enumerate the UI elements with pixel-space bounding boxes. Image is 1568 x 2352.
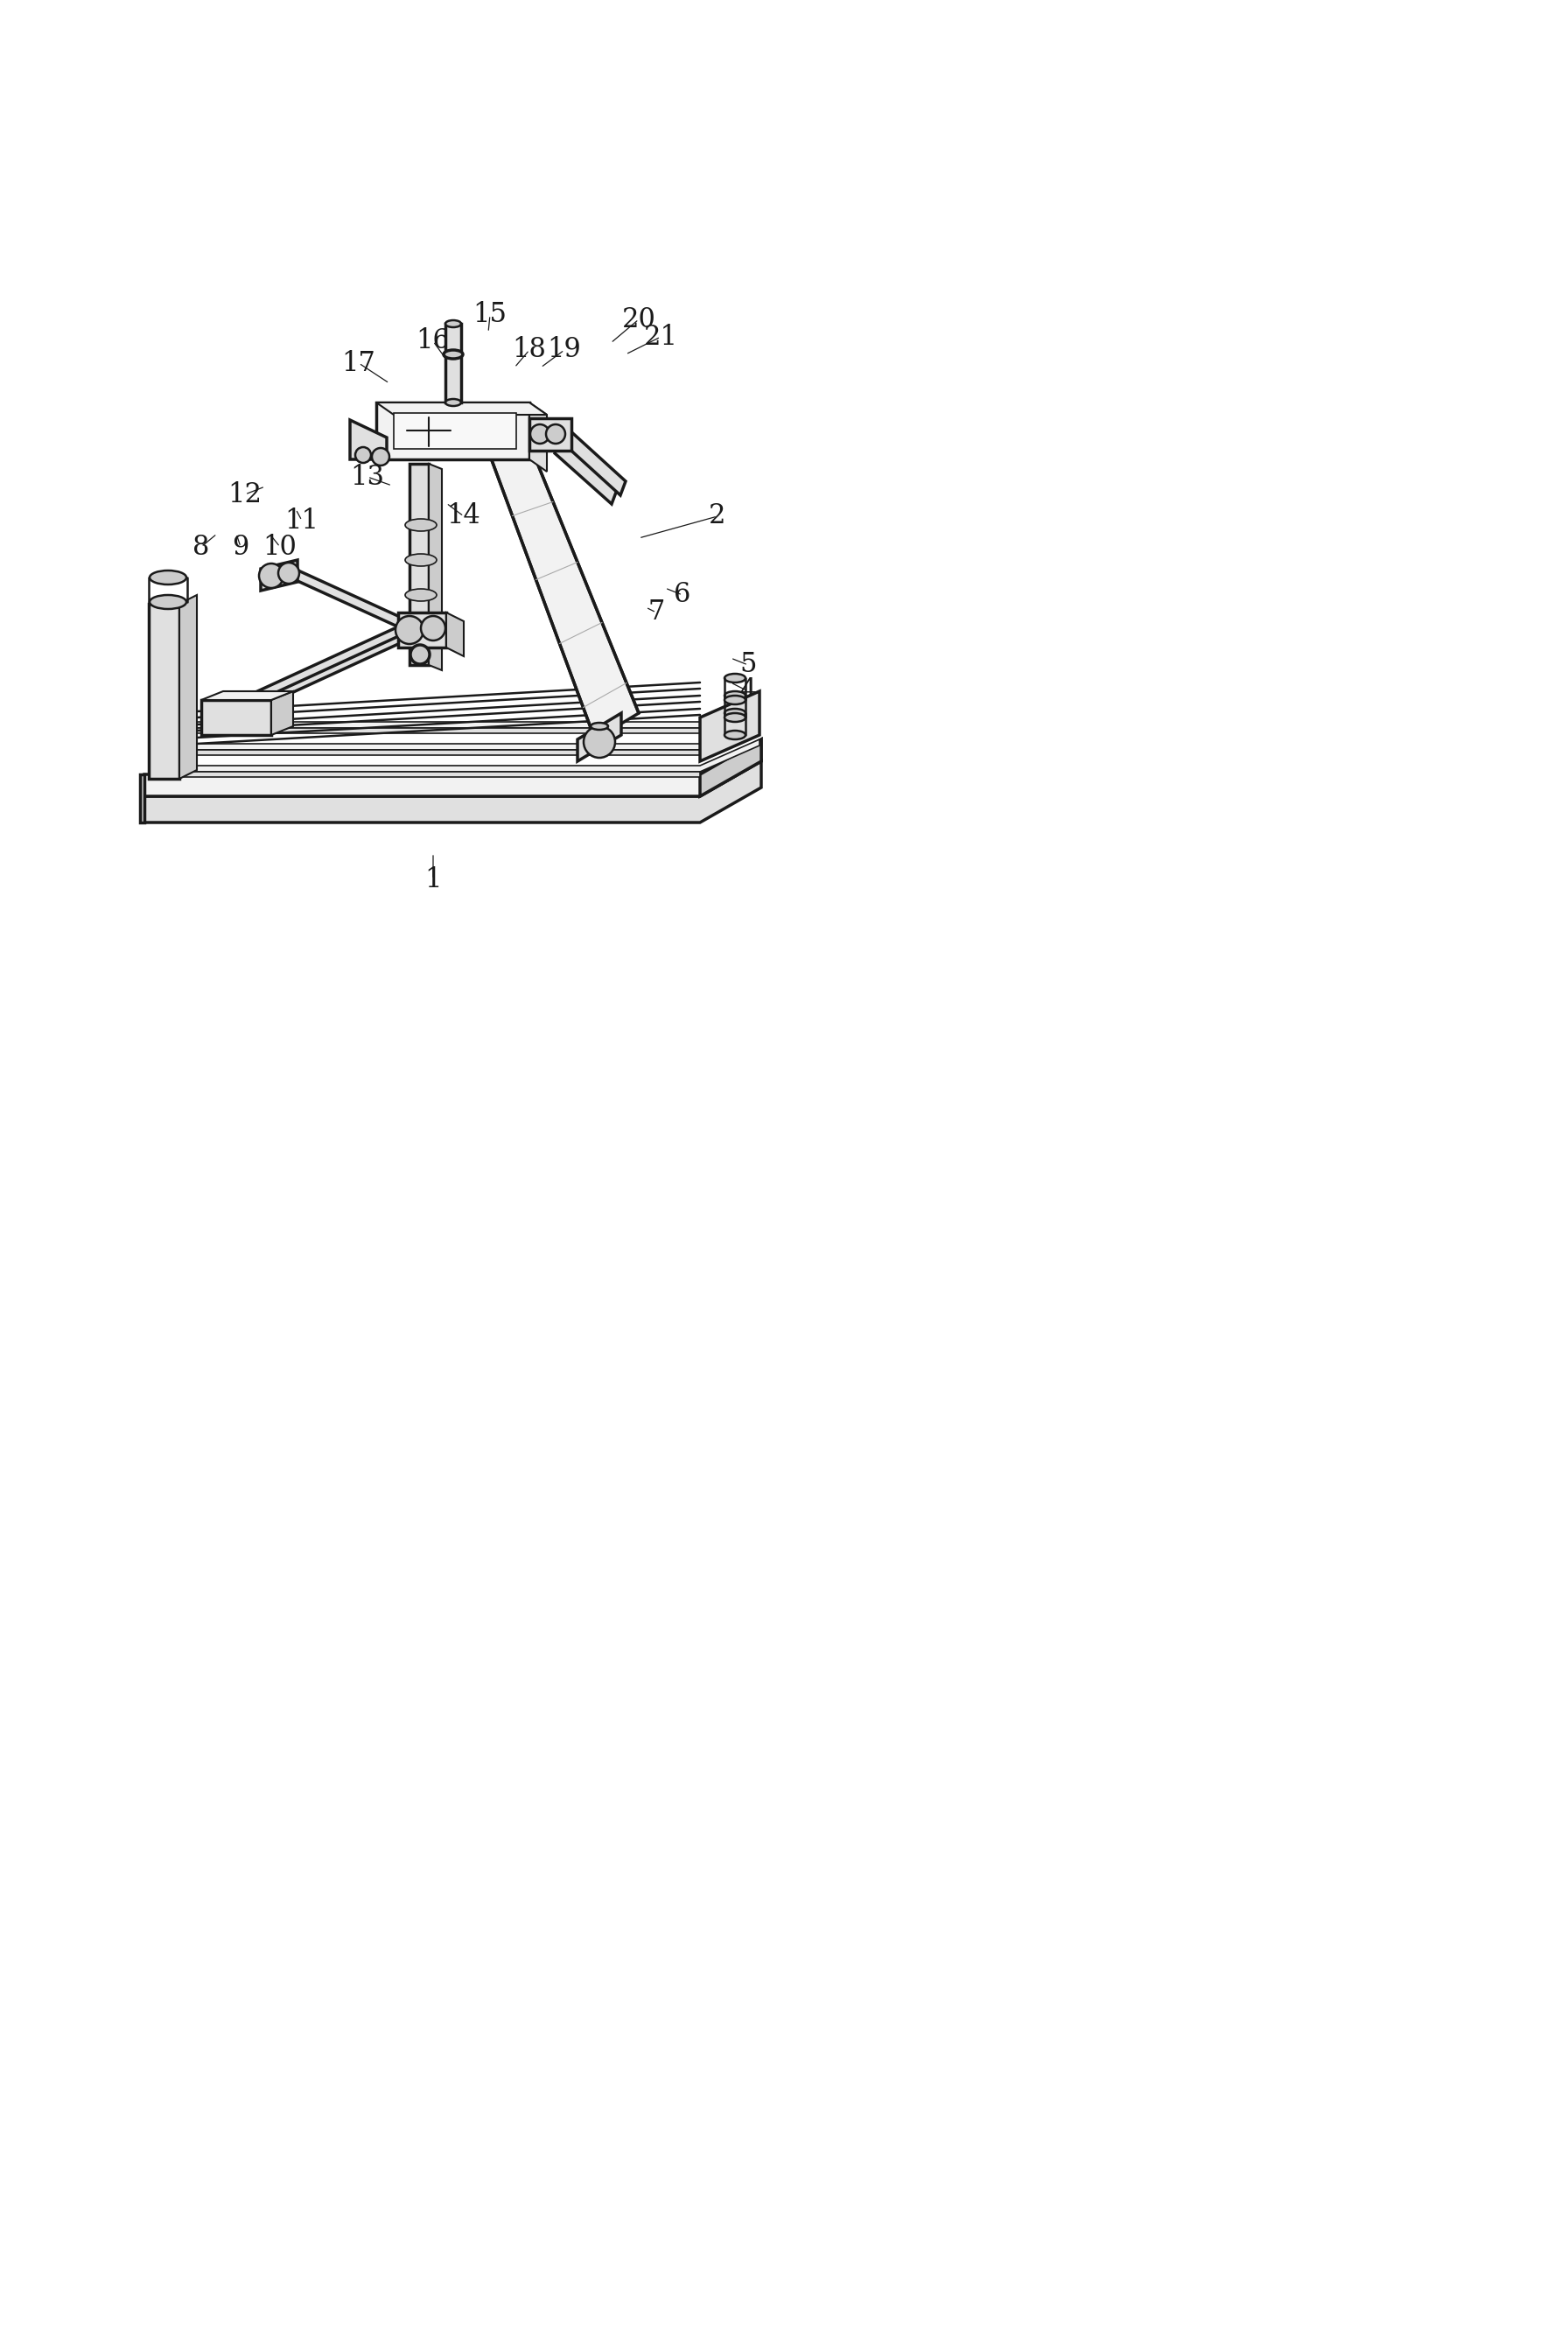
Polygon shape (555, 440, 616, 503)
Text: 7: 7 (648, 600, 665, 626)
Polygon shape (271, 691, 293, 734)
Polygon shape (276, 567, 428, 635)
Ellipse shape (405, 588, 436, 602)
Polygon shape (157, 717, 759, 750)
Polygon shape (157, 729, 699, 734)
Ellipse shape (405, 520, 436, 532)
Polygon shape (563, 428, 626, 496)
Text: 3: 3 (740, 703, 757, 731)
Text: 15: 15 (474, 301, 506, 329)
Polygon shape (394, 414, 516, 449)
Text: 19: 19 (547, 336, 582, 365)
Text: 4: 4 (740, 677, 756, 706)
Polygon shape (157, 750, 699, 755)
Ellipse shape (724, 673, 745, 682)
Polygon shape (201, 691, 293, 701)
Ellipse shape (405, 553, 436, 567)
Polygon shape (409, 463, 428, 666)
Text: 8: 8 (193, 534, 210, 560)
Polygon shape (445, 325, 461, 402)
Polygon shape (144, 739, 760, 797)
Ellipse shape (444, 350, 463, 360)
Text: 10: 10 (263, 534, 296, 560)
Circle shape (395, 616, 423, 644)
Polygon shape (157, 696, 759, 729)
Circle shape (583, 727, 615, 757)
Text: 14: 14 (447, 503, 481, 529)
Text: 6: 6 (674, 581, 691, 609)
Polygon shape (260, 560, 298, 590)
Polygon shape (157, 739, 759, 771)
Circle shape (259, 564, 284, 588)
Text: 2: 2 (709, 503, 726, 529)
Polygon shape (398, 612, 447, 647)
Polygon shape (140, 774, 144, 823)
Text: 13: 13 (350, 463, 384, 492)
Polygon shape (530, 419, 571, 452)
Polygon shape (577, 713, 621, 762)
Polygon shape (179, 595, 198, 779)
Ellipse shape (405, 623, 436, 635)
Polygon shape (350, 421, 387, 459)
Text: 21: 21 (643, 322, 677, 350)
Ellipse shape (724, 696, 745, 703)
Text: 20: 20 (622, 306, 655, 334)
Polygon shape (530, 402, 547, 473)
Ellipse shape (149, 595, 187, 609)
Text: 12: 12 (227, 480, 262, 508)
Text: 16: 16 (416, 327, 450, 355)
Polygon shape (477, 412, 638, 739)
Polygon shape (376, 402, 530, 459)
Ellipse shape (445, 400, 461, 407)
Polygon shape (157, 771, 699, 776)
Circle shape (530, 423, 549, 445)
Circle shape (356, 447, 372, 463)
Text: 1: 1 (425, 866, 442, 894)
Polygon shape (149, 604, 179, 779)
Text: 9: 9 (232, 534, 249, 560)
Polygon shape (699, 739, 760, 797)
Ellipse shape (724, 713, 745, 722)
Text: 11: 11 (285, 508, 318, 534)
Circle shape (546, 423, 564, 445)
Polygon shape (447, 612, 464, 656)
Circle shape (420, 616, 445, 640)
Circle shape (372, 447, 389, 466)
Polygon shape (428, 463, 442, 670)
Ellipse shape (724, 691, 745, 701)
Text: 18: 18 (513, 336, 546, 365)
Text: 5: 5 (740, 652, 757, 680)
Polygon shape (216, 630, 428, 717)
Ellipse shape (591, 722, 608, 729)
Circle shape (278, 562, 299, 583)
Ellipse shape (724, 708, 745, 717)
Ellipse shape (724, 731, 745, 739)
Polygon shape (376, 402, 547, 414)
Text: 17: 17 (342, 350, 376, 376)
Polygon shape (223, 619, 434, 708)
Polygon shape (144, 762, 760, 823)
Polygon shape (201, 701, 271, 734)
Ellipse shape (445, 320, 461, 327)
Ellipse shape (149, 572, 187, 586)
Polygon shape (699, 691, 759, 762)
Ellipse shape (411, 644, 430, 663)
